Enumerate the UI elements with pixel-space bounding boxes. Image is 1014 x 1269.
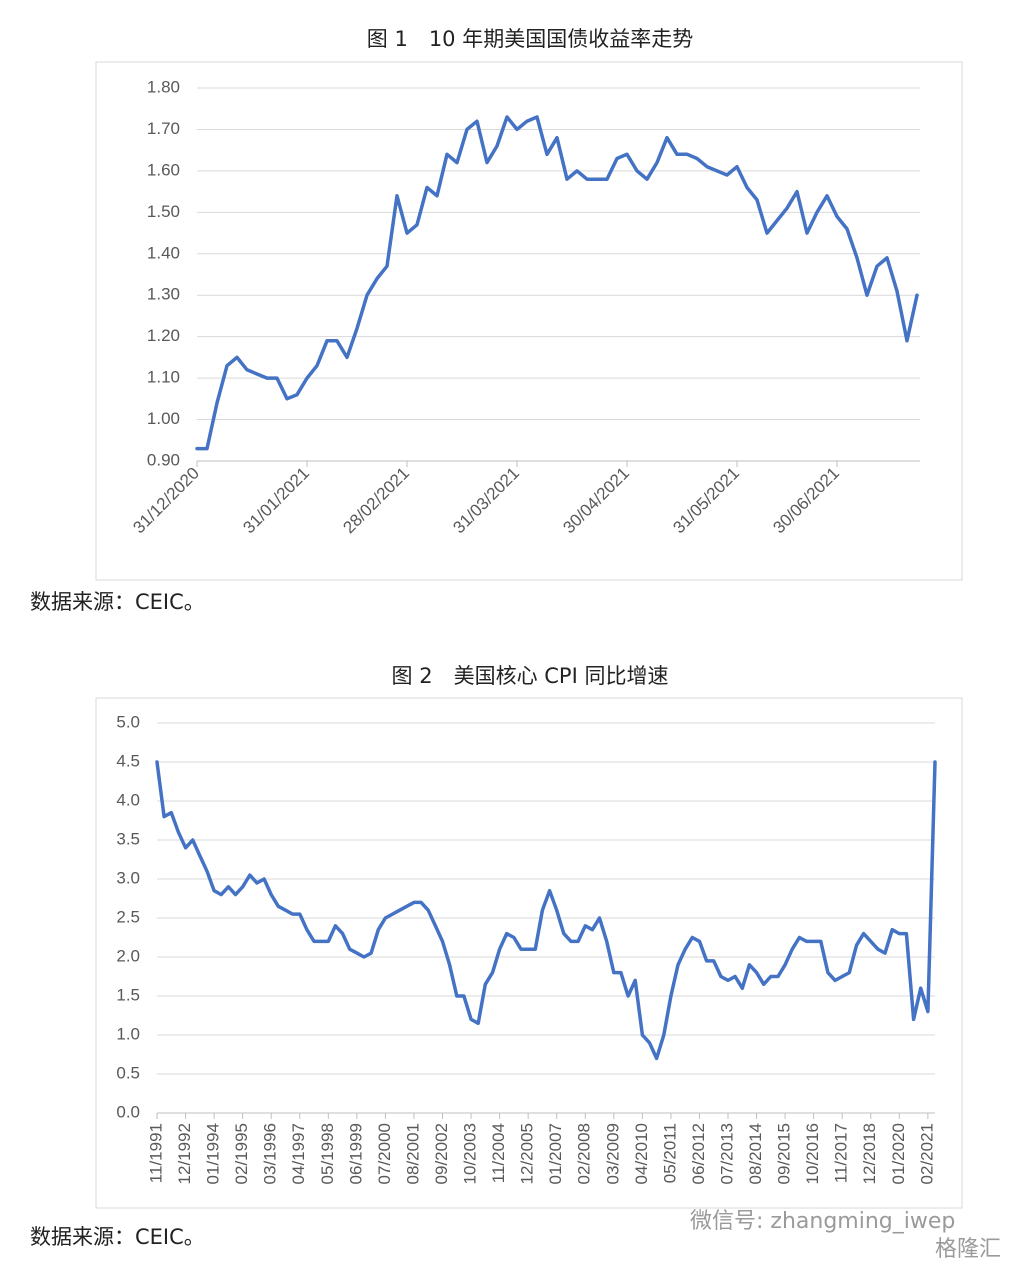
x-tick-label: 05/2011 (660, 1123, 679, 1183)
y-tick-label: 4.5 (116, 751, 140, 770)
x-tick-label: 28/02/2021 (339, 464, 413, 538)
y-tick-label: 2.0 (116, 946, 140, 965)
y-tick-label: 3.0 (116, 868, 140, 887)
data-line (195, 115, 919, 451)
x-tick-label: 06/1999 (346, 1123, 365, 1184)
x-tick-label: 01/2007 (546, 1123, 565, 1184)
y-tick-label: 2.5 (116, 907, 140, 926)
y-tick-label: 1.30 (147, 285, 180, 304)
y-tick-label: 1.70 (147, 119, 180, 138)
x-tick-label: 11/2017 (832, 1123, 851, 1183)
x-tick-label: 02/2008 (575, 1123, 594, 1184)
chart-frame (95, 697, 963, 1209)
y-tick-label: 1.60 (147, 160, 180, 179)
x-tick-label: 30/06/2021 (769, 464, 843, 538)
source-note: 数据来源：CEIC。 (30, 590, 205, 614)
x-tick-label: 10/2016 (803, 1123, 822, 1184)
watermark: 微信号: zhangming_iwep (690, 1209, 955, 1234)
x-tick-label: 11/2004 (489, 1123, 508, 1183)
x-tick-label: 10/2003 (461, 1123, 480, 1184)
y-tick-label: 4.0 (116, 790, 140, 809)
source-note: 数据来源：CEIC。 (30, 1225, 205, 1249)
y-tick-label: 0.90 (147, 450, 180, 469)
x-tick-label: 01/2020 (889, 1123, 908, 1184)
x-tick-label: 31/05/2021 (669, 464, 743, 538)
y-tick-label: 1.50 (147, 202, 180, 221)
x-tick-label: 08/2001 (403, 1123, 422, 1184)
x-tick-label: 07/2013 (717, 1123, 736, 1184)
x-tick-label: 05/1998 (318, 1123, 337, 1184)
data-line (155, 760, 937, 1061)
x-tick-label: 11/1991 (146, 1123, 165, 1183)
x-tick-label: 09/2002 (432, 1123, 451, 1184)
y-tick-label: 1.80 (147, 77, 180, 96)
x-tick-label: 12/2005 (518, 1123, 537, 1184)
x-tick-label: 09/2015 (775, 1123, 794, 1184)
y-tick-label: 1.5 (116, 985, 140, 1004)
x-tick-label: 02/2021 (917, 1123, 936, 1184)
x-tick-label: 03/2009 (603, 1123, 622, 1184)
chart-title: 图 2 美国核心 CPI 同比增速 (392, 664, 669, 688)
x-tick-label: 03/1996 (261, 1123, 280, 1184)
watermark-brand: 格隆汇 (935, 1237, 1001, 1262)
x-tick-label: 04/1997 (289, 1123, 308, 1184)
y-tick-label: 1.20 (147, 326, 180, 345)
x-tick-label: 02/1995 (232, 1123, 251, 1184)
y-tick-label: 3.5 (116, 829, 140, 848)
x-tick-label: 08/2014 (746, 1123, 765, 1184)
x-tick-label: 31/12/2020 (129, 464, 203, 538)
x-tick-label: 04/2010 (632, 1123, 651, 1184)
x-tick-label: 06/2012 (689, 1123, 708, 1184)
y-tick-label: 0.0 (116, 1102, 140, 1121)
y-tick-label: 0.5 (116, 1063, 140, 1082)
x-tick-label: 12/2018 (860, 1123, 879, 1184)
y-tick-label: 1.0 (116, 1024, 140, 1043)
x-tick-label: 01/1994 (204, 1123, 223, 1184)
y-tick-label: 1.00 (147, 409, 180, 428)
chart-frame (95, 61, 963, 581)
chart-title: 图 1 10 年期美国国债收益率走势 (367, 27, 693, 51)
x-tick-label: 30/04/2021 (559, 464, 633, 538)
y-tick-label: 1.40 (147, 243, 180, 262)
x-tick-label: 31/03/2021 (449, 464, 523, 538)
y-tick-label: 5.0 (116, 712, 140, 731)
x-tick-label: 07/2000 (375, 1123, 394, 1184)
x-tick-label: 31/01/2021 (239, 464, 313, 538)
y-tick-label: 1.10 (147, 368, 180, 387)
x-tick-label: 12/1992 (175, 1123, 194, 1184)
